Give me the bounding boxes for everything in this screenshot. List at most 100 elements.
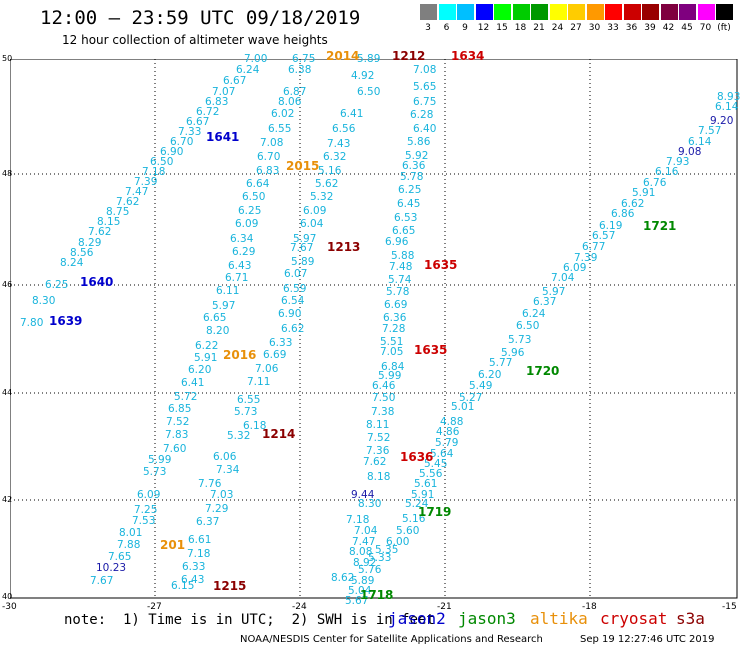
wave-height-value: 5.99 bbox=[378, 370, 402, 382]
wave-height-value: 5.32 bbox=[227, 430, 251, 442]
wave-height-value: 7.05 bbox=[380, 346, 404, 358]
wave-height-value: 6.70 bbox=[170, 136, 194, 148]
pass-time-label: 1214 bbox=[262, 427, 296, 441]
wave-height-value: 8.56 bbox=[70, 247, 94, 259]
pass-time-label: 1212 bbox=[392, 49, 426, 63]
wave-height-value: 7.53 bbox=[132, 515, 156, 527]
wave-height-value: 8.62 bbox=[331, 572, 355, 584]
wave-height-value: 8.24 bbox=[60, 257, 84, 269]
lon-tick-30: -30 bbox=[2, 602, 17, 612]
wave-height-value: 6.28 bbox=[410, 109, 434, 121]
wave-height-value: 6.45 bbox=[397, 198, 421, 210]
wave-height-value: 7.65 bbox=[108, 551, 132, 563]
wave-height-value: 6.54 bbox=[281, 295, 305, 307]
legend-cryosat: cryosat bbox=[600, 609, 668, 628]
color-scale-label: 42 bbox=[662, 23, 675, 33]
wave-height-value: 7.67 bbox=[90, 575, 114, 587]
wave-height-value: 6.32 bbox=[323, 151, 347, 163]
grid-lines bbox=[10, 59, 738, 599]
legend-jason2: jason2 bbox=[388, 609, 446, 628]
color-swatch bbox=[549, 4, 567, 20]
wave-height-value: 6.14 bbox=[715, 101, 739, 113]
pass-time-label: 1719 bbox=[418, 505, 452, 519]
wave-height-value: 7.43 bbox=[327, 138, 351, 150]
wave-height-value: 6.67 bbox=[223, 75, 247, 87]
legend-jason3: jason3 bbox=[458, 609, 516, 628]
wave-height-value: 7.00 bbox=[244, 53, 268, 65]
color-swatch bbox=[623, 4, 641, 20]
pass-time-label: 1635 bbox=[424, 258, 458, 272]
color-scale-label: 9 bbox=[462, 23, 468, 33]
color-swatch bbox=[716, 4, 733, 20]
wave-height-value: 8.30 bbox=[358, 498, 382, 510]
wave-height-value: 5.77 bbox=[489, 357, 513, 369]
wave-height-value: 6.11 bbox=[216, 285, 240, 297]
wave-height-value: 6.02 bbox=[271, 108, 295, 120]
wave-height-value: 6.25 bbox=[238, 205, 262, 217]
wave-height-value: 6.72 bbox=[196, 106, 220, 118]
color-scale-label: 15 bbox=[496, 23, 508, 33]
wave-height-value: 7.88 bbox=[117, 539, 141, 551]
wave-height-value: 6.53 bbox=[394, 212, 418, 224]
plot-frame bbox=[10, 59, 738, 599]
wave-height-value: 5.65 bbox=[413, 81, 437, 93]
wave-height-value: 5.27 bbox=[459, 392, 483, 404]
wave-height-value: 6.09 bbox=[303, 205, 327, 217]
wave-height-value: 7.93 bbox=[666, 156, 690, 168]
lat-tick-48: 48 bbox=[2, 169, 13, 178]
wave-height-value: 6.55 bbox=[268, 123, 292, 135]
color-scale-legend: 3 6 9 12 15 18 21 24 27 30 33 36 39 42 45 70 (ft) bbox=[420, 4, 735, 36]
wave-height-value: 7.08 bbox=[413, 64, 437, 76]
wave-height-value: 8.15 bbox=[97, 216, 121, 228]
wave-height-value: 6.41 bbox=[181, 377, 205, 389]
wave-height-value: 6.83 bbox=[205, 96, 229, 108]
wave-height-value: 5.97 bbox=[212, 300, 236, 312]
pass-time-label: 2014 bbox=[326, 49, 360, 63]
wave-height-value: 6.46 bbox=[372, 380, 396, 392]
pass-time-label: 1213 bbox=[327, 240, 361, 254]
color-swatch bbox=[586, 4, 604, 20]
color-scale-label: 70 bbox=[699, 23, 712, 33]
wave-height-value: 6.50 bbox=[242, 191, 266, 203]
wave-height-value: 8.01 bbox=[119, 527, 143, 539]
lon-tick-21: -21 bbox=[437, 602, 452, 612]
wave-height-value: 7.18 bbox=[346, 514, 370, 526]
lat-tick-46: 46 bbox=[2, 280, 13, 289]
color-scale-label: 27 bbox=[570, 23, 582, 33]
wave-height-value: 6.36 bbox=[383, 312, 407, 324]
wave-height-value: 6.09 bbox=[235, 218, 259, 230]
wave-height-value: 8.11 bbox=[366, 419, 390, 431]
wave-height-value: 6.65 bbox=[392, 225, 416, 237]
color-scale-label: 12 bbox=[477, 23, 490, 33]
wave-height-value: 7.18 bbox=[142, 166, 166, 178]
wave-height-value: 6.59 bbox=[283, 283, 307, 295]
wave-height-value: 7.52 bbox=[166, 416, 190, 428]
wave-height-value: 5.45 bbox=[424, 458, 448, 470]
page-title: 12:00 – 23:59 UTC 09/18/2019 bbox=[40, 7, 361, 29]
pass-time-label: 1718 bbox=[360, 588, 394, 602]
wave-height-value: 6.67 bbox=[186, 116, 210, 128]
wave-height-value: 6.29 bbox=[232, 246, 256, 258]
wave-height-value: 5.97 bbox=[542, 286, 566, 298]
wave-height-value: 6.38 bbox=[288, 64, 312, 76]
wave-height-value: 6.50 bbox=[516, 320, 540, 332]
wave-height-value: 7.62 bbox=[116, 196, 140, 208]
wave-height-value: 8.93 bbox=[717, 91, 740, 103]
lat-tick-44: 44 bbox=[2, 388, 13, 397]
wave-height-value: 6.65 bbox=[203, 312, 227, 324]
wave-height-value: 6.75 bbox=[413, 96, 437, 108]
wave-height-value: 5.62 bbox=[315, 178, 339, 190]
wave-height-value: 6.20 bbox=[188, 364, 212, 376]
wave-height-value: 7.04 bbox=[551, 272, 575, 284]
wave-height-value: 6.41 bbox=[340, 108, 364, 120]
wave-height-value: 7.60 bbox=[163, 443, 187, 455]
wave-height-value: 6.33 bbox=[182, 561, 206, 573]
pass-time-label: 1640 bbox=[80, 275, 114, 289]
color-swatch bbox=[420, 4, 437, 20]
wave-height-value: 7.29 bbox=[205, 503, 229, 515]
wave-height-value: 6.24 bbox=[236, 64, 260, 76]
wave-height-value: 6.62 bbox=[621, 198, 645, 210]
wave-height-value: 6.64 bbox=[246, 178, 270, 190]
color-swatch bbox=[697, 4, 715, 20]
wave-height-map: 7.00 6.75 5.89 6.24 6.38 4.92 6.67 7.08 7.07 6.87… bbox=[10, 50, 740, 606]
